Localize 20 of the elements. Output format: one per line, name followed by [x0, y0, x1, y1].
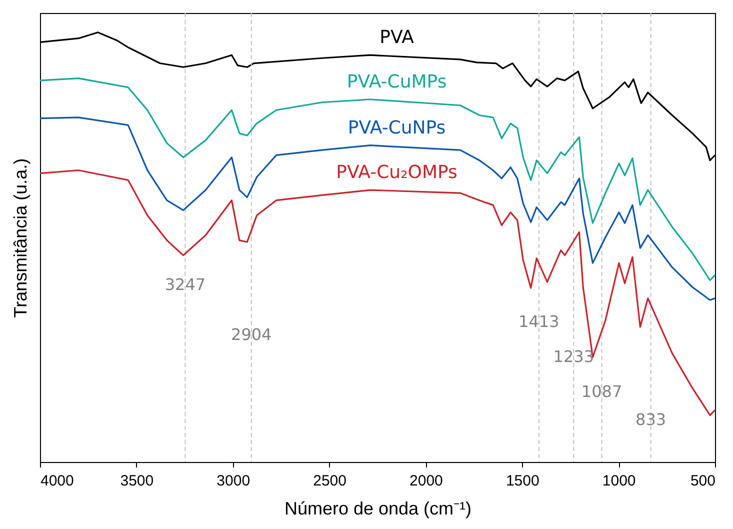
ref-line-label: 1087 — [581, 382, 622, 401]
ref-line-label: 1233 — [553, 347, 594, 366]
x-tick-label: 3500 — [120, 472, 154, 490]
ref-line-label: 2904 — [231, 325, 272, 344]
ref-line-label: 833 — [636, 410, 666, 429]
series-label: PVA-CuNPs — [348, 117, 446, 138]
ref-line-label: 1413 — [518, 312, 560, 331]
y-axis-title: Transmitância (u.a.) — [10, 158, 30, 318]
x-tick-label: 1000 — [602, 472, 636, 490]
series-label: PVA — [380, 27, 415, 48]
ref-line-label: 3247 — [164, 275, 206, 294]
x-tick-label: 3000 — [216, 472, 250, 490]
series-label: PVA-CuMPs — [346, 71, 447, 92]
x-tick-label: 4000 — [40, 472, 74, 490]
x-tick-label: 500 — [690, 472, 716, 490]
x-axis-title: Número de onda (cm⁻¹) — [284, 498, 472, 518]
x-tick-label: 2500 — [313, 472, 346, 490]
series-label: PVA-Cu₂OMPs — [336, 162, 458, 184]
x-tick-label: 2000 — [410, 472, 443, 490]
x-tick-label: 1500 — [506, 472, 540, 490]
